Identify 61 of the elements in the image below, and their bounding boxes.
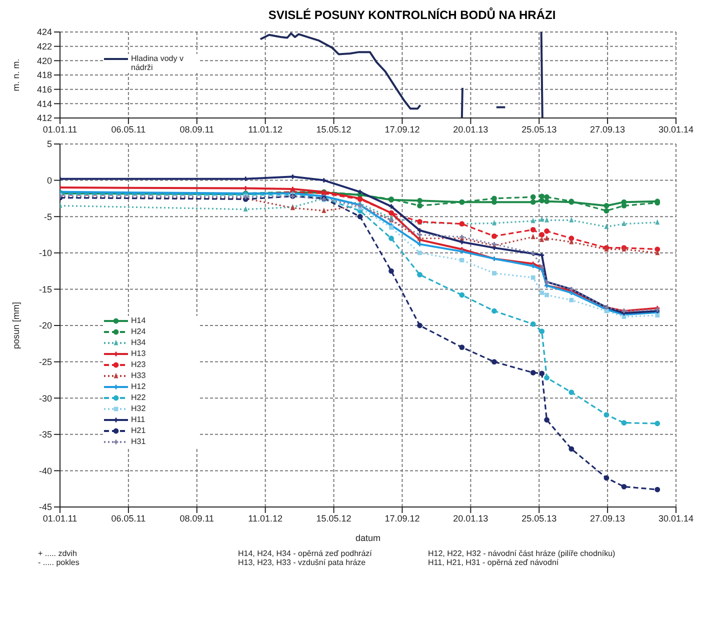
y-tick-label: -25 — [38, 356, 52, 367]
y-tick-label: 420 — [36, 56, 52, 66]
y-tick-label: 424 — [36, 27, 52, 38]
legend-label: H24 — [131, 327, 146, 336]
x-tick-label: 25.05.13 — [522, 513, 557, 524]
legend-label: H23 — [131, 360, 146, 369]
x-tick-label: 20.01.13 — [453, 124, 488, 134]
x-axis-title: datum — [355, 533, 381, 543]
y-tick-label: 422 — [36, 42, 52, 52]
x-tick-label: 20.01.13 — [453, 513, 488, 524]
legend-label: H31 — [131, 437, 146, 446]
x-tick-label: 01.01.11 — [42, 513, 78, 524]
y-tick-label: 414 — [36, 98, 52, 109]
y-tick-label: -35 — [38, 430, 52, 440]
y-tick-label: -10 — [38, 248, 52, 258]
y-tick-label: -30 — [38, 393, 52, 404]
text: H14, H24, H34 - opěrná zeď podhrází — [238, 549, 373, 558]
y-tick-label: 5 — [46, 139, 52, 150]
legend-label: H22 — [131, 393, 146, 402]
legend-label: H11 — [131, 415, 146, 424]
y-tick-label: -40 — [38, 466, 52, 476]
text: - ..... pokles — [38, 558, 80, 567]
x-tick-label: 17.09.12 — [384, 124, 420, 134]
legend-label: Hladina vody v nádrži — [131, 54, 184, 72]
text: H13, H23, H33 - vzdušní pata hráze — [238, 558, 367, 567]
x-tick-label: 11.01.12 — [248, 513, 283, 524]
x-tick-label: 27.09.13 — [590, 124, 626, 134]
text: H11, H21, H31 - opěrná zeď návodní — [428, 558, 560, 567]
y-tick-label: -15 — [38, 284, 52, 294]
y-tick-label: 416 — [36, 84, 52, 95]
x-tick-label: 06.05.11 — [111, 124, 146, 134]
y-tick-label: 418 — [36, 70, 52, 80]
text: + ..... zdvih — [38, 549, 78, 558]
y-axis-title: m. n. m. — [11, 58, 22, 92]
x-tick-label: 15.05.12 — [316, 124, 352, 134]
legend-label: H32 — [131, 404, 146, 413]
legend-label: H12 — [131, 382, 146, 391]
y-axis-title: posun [mm] — [11, 302, 22, 350]
text: H12, H22, H32 - návodní část hráze (pilíře chodníku) — [428, 549, 616, 558]
legend-label: H13 — [131, 349, 146, 358]
y-tick-label: -45 — [38, 502, 52, 512]
y-tick-label: 412 — [36, 113, 52, 124]
y-tick-label: 0 — [46, 175, 52, 186]
x-tick-label: 30.01.14 — [658, 513, 694, 524]
y-tick-label: -20 — [38, 320, 52, 331]
x-tick-label: 11.01.12 — [248, 124, 283, 134]
x-tick-label: 30.01.14 — [658, 124, 694, 134]
x-tick-label: 27.09.13 — [590, 513, 626, 524]
chart-title: SVISLÉ POSUNY KONTROLNÍCH BODŮ NA HRÁZI — [267, 8, 557, 22]
x-tick-label: 25.05.13 — [522, 124, 557, 134]
legend-label: H33 — [131, 371, 146, 380]
x-tick-label: 06.05.11 — [111, 513, 146, 524]
x-tick-label: 08.09.11 — [180, 513, 214, 524]
x-tick-label: 08.09.11 — [180, 124, 214, 134]
legend-label: H21 — [131, 426, 146, 435]
x-tick-label: 17.09.12 — [384, 513, 420, 524]
x-tick-label: 15.05.12 — [316, 513, 352, 524]
x-tick-label: 01.01.11 — [42, 124, 78, 134]
legend-label: H34 — [131, 338, 146, 347]
y-tick-label: -5 — [44, 212, 52, 222]
legend-label: H14 — [131, 316, 146, 325]
